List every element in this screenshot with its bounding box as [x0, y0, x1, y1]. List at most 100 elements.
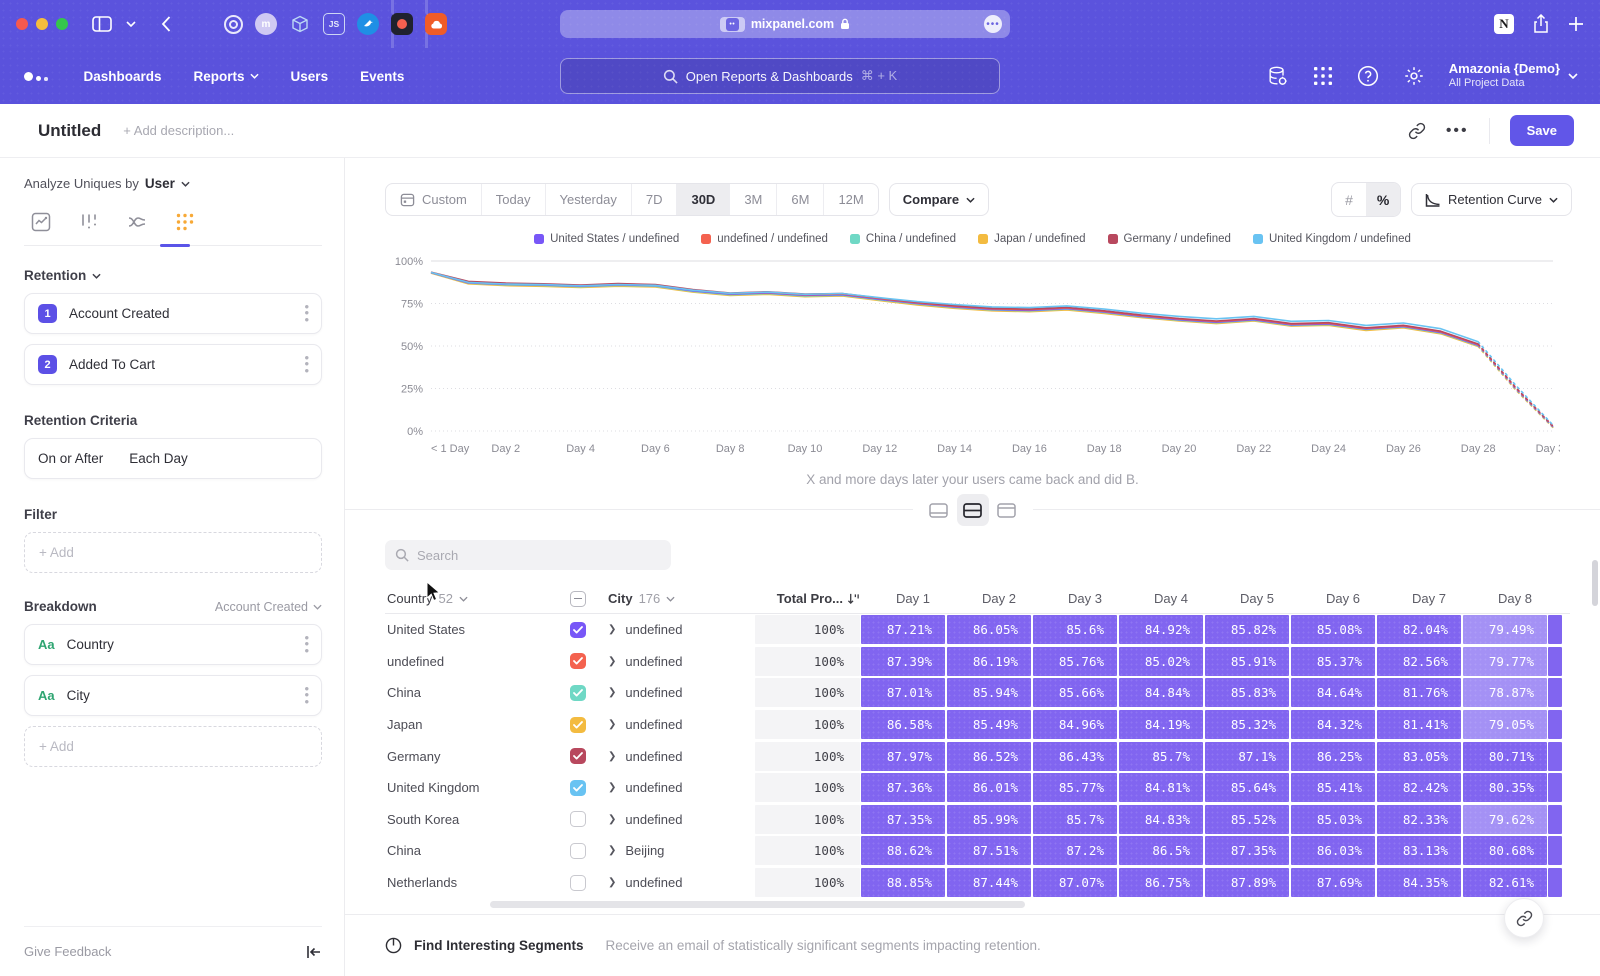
total-column-header[interactable]: Total Pro... — [755, 591, 860, 606]
retention-cell-day3[interactable]: 85.7% — [1033, 804, 1117, 834]
retention-cell-day6[interactable]: 85.37% — [1291, 646, 1375, 676]
row-checkbox[interactable] — [570, 811, 586, 828]
row-checkbox[interactable] — [570, 653, 586, 670]
row-checkbox[interactable] — [570, 874, 586, 891]
retention-cell-day7[interactable]: 81.41% — [1377, 710, 1461, 740]
retention-cell-day8[interactable]: 79.05% — [1463, 710, 1547, 740]
retention-cell-day6[interactable]: 85.41% — [1291, 773, 1375, 803]
retention-cell-day3[interactable]: 85.77% — [1033, 773, 1117, 803]
retention-cell-day1[interactable]: 87.97% — [861, 741, 945, 771]
collapse-sidebar-icon[interactable] — [306, 945, 322, 959]
nav-link-reports[interactable]: Reports — [194, 69, 259, 84]
format-number[interactable]: # — [1345, 191, 1353, 208]
range-12m[interactable]: 12M — [838, 192, 864, 207]
retention-cell-day4[interactable]: 84.83% — [1119, 804, 1203, 834]
js-icon[interactable]: JS — [323, 13, 345, 35]
retention-cell-day8[interactable]: 80.68% — [1463, 836, 1547, 866]
day-column-header-8[interactable]: Day 8 — [1498, 591, 1532, 606]
row-checkbox[interactable] — [570, 748, 586, 765]
retention-cell-day6[interactable]: 87.69% — [1291, 868, 1375, 898]
table-search-input[interactable]: Search — [385, 540, 671, 570]
country-column-header[interactable]: Country 52 — [385, 591, 570, 606]
retention-criteria-card[interactable]: On or After Each Day — [24, 438, 322, 479]
retention-cell-day3[interactable]: 85.76% — [1033, 646, 1117, 676]
range-yesterday[interactable]: Yesterday — [546, 184, 632, 215]
kebab-menu-icon[interactable]: • • • — [304, 680, 309, 709]
apps-grid-icon[interactable] — [1313, 66, 1333, 86]
retention-cell-day6[interactable]: 84.32% — [1291, 710, 1375, 740]
day-column-header-2[interactable]: Day 2 — [982, 591, 1016, 606]
retention-cell-day1[interactable]: 87.01% — [861, 678, 945, 708]
close-window-icon[interactable] — [16, 18, 28, 30]
retention-cell-day8[interactable]: 79.62% — [1463, 804, 1547, 834]
retention-step-2[interactable]: 2 Added To Cart • • • — [24, 344, 322, 385]
row-checkbox[interactable] — [570, 684, 586, 701]
day-column-header-6[interactable]: Day 6 — [1326, 591, 1360, 606]
more-options-icon[interactable]: ••• — [1445, 121, 1469, 139]
breakdown-item-city[interactable]: Aa City • • • — [24, 675, 322, 716]
tab-funnels[interactable] — [78, 211, 100, 233]
range-7d[interactable]: 7D — [632, 184, 678, 215]
retention-cell-day4[interactable]: 86.5% — [1119, 836, 1203, 866]
retention-cell-day4[interactable]: 86.75% — [1119, 868, 1203, 898]
add-description[interactable]: + Add description... — [123, 123, 235, 138]
favicon-strip[interactable]: m JS — [224, 0, 447, 55]
nav-link-dashboards[interactable]: Dashboards — [83, 68, 162, 84]
url-bar[interactable]: •• mixpanel.com ••• — [560, 10, 1010, 38]
retention-cell-day5[interactable]: 87.35% — [1205, 836, 1289, 866]
expand-row-icon[interactable]: ❯ — [608, 687, 617, 699]
retention-cell-day4[interactable]: 85.7% — [1119, 741, 1203, 771]
global-search[interactable]: Open Reports & Dashboards ⌘ + K — [560, 58, 1000, 94]
tab-insights[interactable] — [30, 211, 52, 233]
save-button[interactable]: Save — [1509, 115, 1574, 146]
retention-cell-day4[interactable]: 84.19% — [1119, 710, 1203, 740]
url-more-icon[interactable]: ••• — [984, 15, 1002, 33]
expand-row-icon[interactable]: ❯ — [608, 877, 617, 889]
retention-cell-day1[interactable]: 87.39% — [861, 646, 945, 676]
retention-cell-day3[interactable]: 87.07% — [1033, 868, 1117, 898]
copy-link-icon[interactable] — [1408, 122, 1426, 140]
retention-cell-day7[interactable]: 82.04% — [1377, 615, 1461, 645]
retention-cell-day8[interactable]: 82.61% — [1463, 868, 1547, 898]
minimize-window-icon[interactable] — [36, 18, 48, 30]
ring-icon[interactable] — [224, 14, 243, 34]
retention-cell-day1[interactable]: 87.35% — [861, 804, 945, 834]
range-custom[interactable]: Custom — [386, 184, 482, 215]
day-column-header-3[interactable]: Day 3 — [1068, 591, 1102, 606]
retention-cell-day2[interactable]: 86.05% — [947, 615, 1031, 645]
retention-cell-day2[interactable]: 85.94% — [947, 678, 1031, 708]
analyze-entity-select[interactable]: User — [144, 176, 175, 191]
row-checkbox[interactable] — [570, 842, 586, 859]
layout-table-only-icon[interactable] — [991, 494, 1023, 526]
retention-cell-day7[interactable]: 81.76% — [1377, 678, 1461, 708]
mixpanel-logo[interactable] — [24, 71, 48, 81]
expand-row-icon[interactable]: ❯ — [608, 782, 617, 794]
retention-cell-day5[interactable]: 87.1% — [1205, 741, 1289, 771]
city-column-header[interactable]: City 176 — [608, 591, 755, 606]
legend-item-5[interactable]: United Kingdom / undefined — [1252, 233, 1411, 245]
retention-cell-day5[interactable]: 85.64% — [1205, 773, 1289, 803]
row-checkbox[interactable] — [570, 621, 586, 638]
kebab-menu-icon[interactable]: • • • — [304, 349, 309, 378]
share-link-fab[interactable] — [1504, 898, 1544, 938]
retention-cell-day3[interactable]: 87.2% — [1033, 836, 1117, 866]
retention-cell-day1[interactable]: 87.36% — [861, 773, 945, 803]
day-column-header-5[interactable]: Day 5 — [1240, 591, 1274, 606]
nav-link-users[interactable]: Users — [290, 68, 329, 84]
retention-cell-day2[interactable]: 87.51% — [947, 836, 1031, 866]
report-title[interactable]: Untitled — [38, 120, 102, 140]
retention-cell-day5[interactable]: 87.89% — [1205, 868, 1289, 898]
retention-cell-day7[interactable]: 82.42% — [1377, 773, 1461, 803]
add-filter-button[interactable]: + Add — [24, 532, 322, 573]
retention-step-1[interactable]: 1 Account Created • • • — [24, 293, 322, 334]
chart-type-selector[interactable]: Retention Curve — [1411, 183, 1572, 216]
format-percent[interactable]: % — [1366, 183, 1401, 216]
select-all-checkbox[interactable] — [570, 590, 608, 607]
retention-cell-day7[interactable]: 84.35% — [1377, 868, 1461, 898]
vertical-scrollbar[interactable] — [1592, 560, 1598, 606]
add-breakdown-button[interactable]: + Add — [24, 726, 322, 767]
retention-cell-day8[interactable]: 80.35% — [1463, 773, 1547, 803]
settings-gear-icon[interactable] — [1403, 65, 1425, 87]
tab-retention[interactable] — [174, 211, 196, 233]
retention-cell-day3[interactable]: 86.43% — [1033, 741, 1117, 771]
